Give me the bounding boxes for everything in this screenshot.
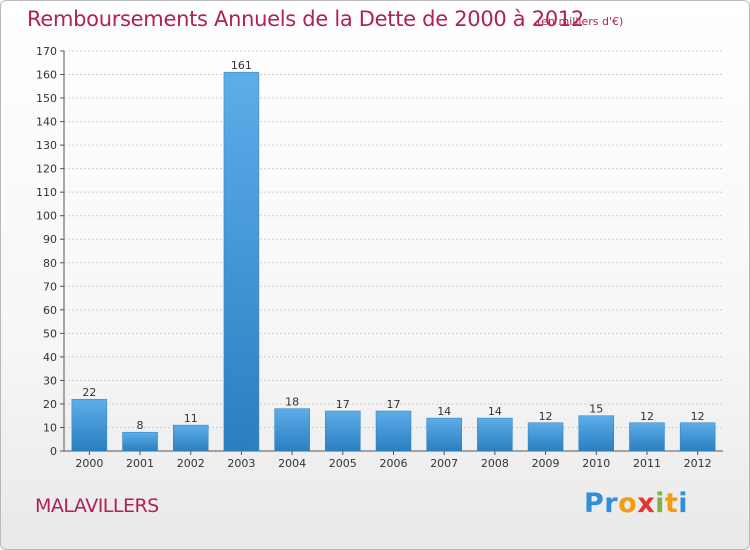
data-label-2004: 18 <box>285 396 299 409</box>
logo-letter: P <box>584 488 605 519</box>
y-tick-label: 120 <box>36 163 57 176</box>
y-tick-label: 30 <box>43 374 57 387</box>
data-label-2009: 12 <box>539 410 553 423</box>
x-tick-label-2012: 2012 <box>684 457 712 470</box>
data-label-2007: 14 <box>437 405 451 418</box>
x-tick-label-2009: 2009 <box>532 457 560 470</box>
bar-2008 <box>477 417 513 452</box>
bar-2003 <box>223 71 260 452</box>
data-label-2008: 14 <box>488 405 502 418</box>
bars <box>71 71 716 452</box>
bar-2011 <box>629 422 665 452</box>
bar-2012 <box>679 422 716 452</box>
bar-2007 <box>426 417 462 452</box>
logo-letter: o <box>618 488 638 519</box>
grid-lines <box>64 50 723 428</box>
x-tick-label-2005: 2005 <box>329 457 357 470</box>
data-label-2003: 161 <box>231 59 252 72</box>
y-tick-label: 20 <box>43 398 57 411</box>
data-label-2002: 11 <box>184 412 198 425</box>
bar-2000 <box>71 398 108 452</box>
y-tick-label: 50 <box>43 327 57 340</box>
x-tick-label-2001: 2001 <box>126 457 154 470</box>
bar-2004 <box>274 408 310 452</box>
x-tick-label-2003: 2003 <box>227 457 255 470</box>
y-tick-label: 10 <box>43 421 57 434</box>
logo-letter: t <box>664 488 679 519</box>
y-tick-label: 100 <box>36 210 57 223</box>
bar-2009 <box>527 422 564 452</box>
bar-2006 <box>375 410 412 452</box>
y-tick-label: 160 <box>36 69 57 82</box>
logo-letter: i <box>678 488 689 519</box>
data-label-2010: 15 <box>589 403 603 416</box>
data-label-2005: 17 <box>336 398 350 411</box>
bar-2001 <box>122 431 158 452</box>
logo-letter: x <box>637 488 656 519</box>
y-tick-label: 130 <box>36 139 57 152</box>
y-tick-label: 140 <box>36 116 57 129</box>
y-tick-label: 60 <box>43 304 57 317</box>
y-tick-label: 40 <box>43 351 57 364</box>
data-label-2000: 22 <box>82 386 96 399</box>
y-tick-label: 80 <box>43 257 57 270</box>
data-label-2001: 8 <box>137 419 144 432</box>
y-tick-label: 90 <box>43 233 57 246</box>
y-tick-label: 170 <box>36 45 57 58</box>
bar-2005 <box>325 410 361 452</box>
tick-labels: 0 10 20 30 40 50 60 70 80 90 100 110 120 130 140 150 160… <box>36 45 712 470</box>
data-label-2012: 12 <box>691 410 705 423</box>
y-tick-label: 0 <box>50 445 57 458</box>
chart-title: Remboursements Annuels de la Dette de 20… <box>27 7 584 31</box>
x-tick-label-2004: 2004 <box>278 457 306 470</box>
x-tick-label-2000: 2000 <box>75 457 103 470</box>
y-tick-label: 110 <box>36 186 57 199</box>
logo-letter: r <box>604 488 619 519</box>
y-tick-label: 150 <box>36 92 57 105</box>
commune-name: MALAVILLERS <box>35 495 159 517</box>
logo-letter: i <box>655 488 665 519</box>
chart-unit: (en milliers d'€) <box>537 15 624 28</box>
x-tick-label-2010: 2010 <box>582 457 610 470</box>
data-label-2006: 17 <box>387 398 401 411</box>
data-labels: 22 8 11 161 18 17 17 14 14 12 15 12 12 <box>82 59 704 432</box>
axes <box>60 50 723 455</box>
x-tick-label-2006: 2006 <box>380 457 408 470</box>
x-tick-label-2007: 2007 <box>430 457 458 470</box>
x-tick-label-2002: 2002 <box>177 457 205 470</box>
x-tick-label-2008: 2008 <box>481 457 509 470</box>
proxiti-logo: Proxiti <box>584 488 688 519</box>
y-tick-label: 70 <box>43 280 57 293</box>
bar-2002 <box>172 424 209 452</box>
x-tick-label-2011: 2011 <box>633 457 661 470</box>
data-label-2011: 12 <box>640 410 654 423</box>
bar-2010 <box>578 415 615 452</box>
